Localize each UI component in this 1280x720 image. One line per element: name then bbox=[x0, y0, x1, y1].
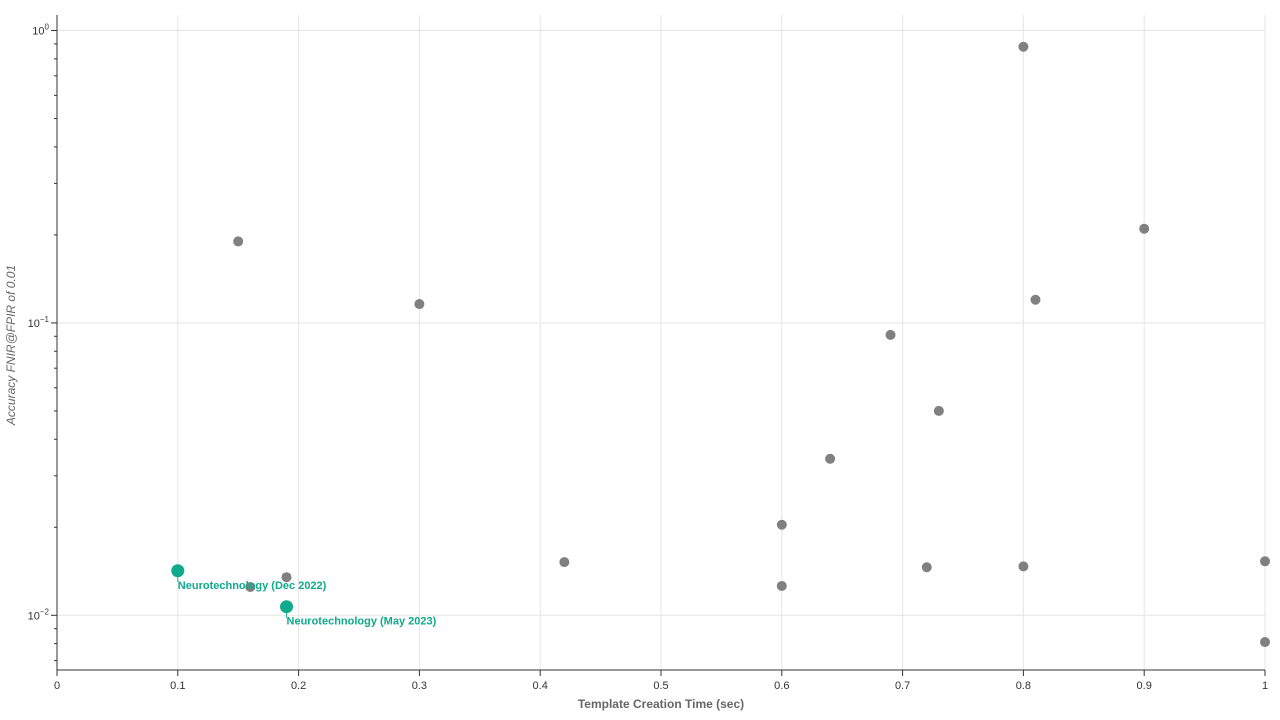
grid bbox=[57, 15, 1266, 670]
highlight-point bbox=[171, 564, 185, 578]
data-point bbox=[414, 299, 425, 310]
x-axis-ticks: 0 0.1 0.2 0.3 0.4 0.5 0.6 0.7 0.8 0.9 1 bbox=[54, 670, 1268, 692]
data-point bbox=[1260, 637, 1270, 648]
x-tick-label: 0 bbox=[54, 680, 60, 692]
data-point bbox=[1260, 556, 1270, 567]
data-point bbox=[1018, 41, 1029, 52]
data-point bbox=[776, 580, 787, 591]
data-point bbox=[1139, 223, 1150, 234]
y-axis-ticks: 10−2 10−1 100 bbox=[28, 23, 57, 662]
data-point bbox=[233, 236, 244, 247]
y-tick-label: 100 bbox=[32, 23, 49, 38]
x-tick-label: 0.1 bbox=[170, 680, 185, 692]
data-point bbox=[921, 562, 932, 573]
x-tick-label: 0.6 bbox=[774, 680, 789, 692]
annotations: Neurotechnology (Dec 2022) Neurotechnolog… bbox=[177, 577, 437, 628]
point-annotation: Neurotechnology (May 2023) bbox=[287, 616, 437, 628]
data-points bbox=[171, 41, 1270, 648]
data-point bbox=[1030, 294, 1041, 305]
y-tick-label: 10−2 bbox=[28, 607, 50, 622]
x-tick-label: 0.4 bbox=[533, 680, 548, 692]
data-point bbox=[559, 557, 570, 568]
data-point bbox=[281, 572, 292, 583]
highlight-point bbox=[280, 600, 294, 614]
x-tick-label: 0.8 bbox=[1016, 680, 1031, 692]
data-point bbox=[245, 581, 256, 592]
x-axis-title: Template Creation Time (sec) bbox=[578, 697, 744, 711]
y-tick-label: 10−1 bbox=[28, 315, 50, 330]
x-tick-label: 0.3 bbox=[412, 680, 427, 692]
data-point bbox=[885, 329, 896, 340]
y-axis-title: Accuracy FNIR@FPIR of 0.01 bbox=[4, 265, 18, 426]
x-tick-label: 0.5 bbox=[653, 680, 668, 692]
x-tick-label: 0.7 bbox=[895, 680, 910, 692]
point-annotation: Neurotechnology (Dec 2022) bbox=[178, 580, 327, 592]
data-point bbox=[933, 405, 944, 416]
data-point bbox=[1018, 561, 1029, 572]
x-tick-label: 0.9 bbox=[1137, 680, 1152, 692]
data-point bbox=[825, 453, 836, 464]
x-tick-label: 1 bbox=[1262, 680, 1268, 692]
x-tick-label: 0.2 bbox=[291, 680, 306, 692]
data-point bbox=[776, 519, 787, 530]
